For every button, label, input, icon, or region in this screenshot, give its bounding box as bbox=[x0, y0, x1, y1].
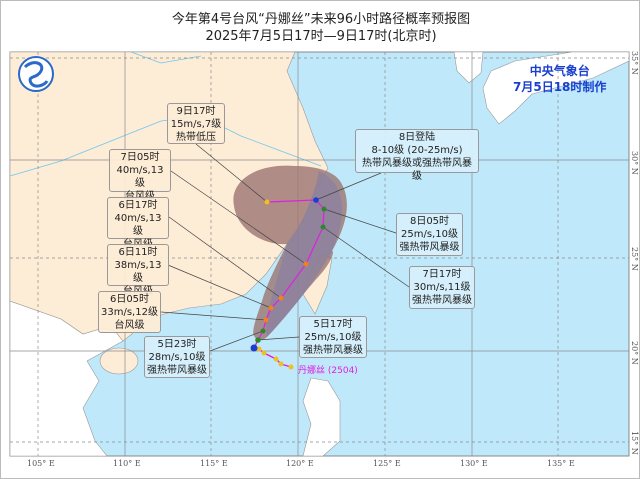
label-wind: 28m/s,10级 bbox=[148, 352, 206, 363]
label-category: 强热带风暴级 bbox=[412, 295, 472, 306]
leader-lines bbox=[160, 143, 410, 352]
label-time: 6日17时 bbox=[118, 200, 158, 211]
lon-label: 105° E bbox=[27, 459, 55, 468]
lat-label: 20° N bbox=[630, 341, 639, 365]
forecast-label-5d17: 5日17时 25m/s,10级 强热带风暴级 bbox=[299, 316, 367, 358]
forecast-label-landfall: 8日登陆 8-10级 (20-25m/s) 热带风暴级或强热带风暴级 bbox=[355, 129, 479, 182]
label-category: 强热带风暴级 bbox=[303, 345, 363, 356]
label-category: 强热带风暴级 bbox=[147, 365, 207, 376]
forecast-label-6d05: 6日05时 33m/s,12级 台风级 bbox=[98, 291, 161, 333]
point-6d05 bbox=[263, 317, 269, 323]
typhoon-number: (2504) bbox=[327, 366, 358, 376]
issue-time: 7月5日18时制作 bbox=[513, 80, 607, 94]
label-time: 7日05时 bbox=[120, 152, 160, 163]
label-wind: 40m/s,13级 bbox=[114, 213, 162, 237]
forecast-label-8d05: 8日05时 25m/s,10级 强热带风暴级 bbox=[396, 213, 463, 256]
luzon-island bbox=[302, 377, 341, 457]
label-time: 6日11时 bbox=[118, 247, 158, 258]
point-5d23 bbox=[260, 328, 266, 334]
past-point bbox=[256, 346, 262, 352]
point-7d17 bbox=[320, 224, 326, 230]
label-category: 台风级 bbox=[114, 320, 145, 331]
point-8d05 bbox=[321, 206, 327, 212]
korea-peninsula bbox=[453, 51, 484, 84]
label-wind: 15m/s,7级 bbox=[170, 119, 222, 130]
past-point bbox=[273, 356, 279, 362]
lon-label: 115° E bbox=[200, 459, 228, 468]
past-point bbox=[261, 350, 267, 356]
track-points bbox=[250, 197, 327, 370]
point-9d17 bbox=[264, 199, 270, 205]
label-time: 8日05时 bbox=[409, 216, 450, 227]
label-wind: 40m/s,13级 bbox=[116, 165, 164, 189]
label-wind: 38m/s,13级 bbox=[114, 260, 162, 284]
lat-label: 35° N bbox=[630, 51, 639, 75]
forecast-label-7d17: 7日17时 30m/s,11级 强热带风暴级 bbox=[409, 266, 475, 309]
label-wind: 33m/s,12级 bbox=[101, 307, 158, 318]
point-6d11 bbox=[268, 305, 274, 311]
label-category: 台风级 bbox=[112, 190, 168, 203]
label-time: 8日登陆 bbox=[398, 132, 436, 143]
past-point bbox=[278, 361, 284, 367]
label-time: 9日17时 bbox=[176, 106, 216, 117]
label-wind: 25m/s,10级 bbox=[304, 332, 362, 343]
label-wind: 8-10级 (20-25m/s) bbox=[371, 145, 463, 156]
label-wind: 30m/s,11级 bbox=[413, 282, 471, 293]
lon-label: 125° E bbox=[373, 459, 401, 468]
point-7d05 bbox=[303, 261, 309, 267]
lon-label: 110° E bbox=[113, 459, 141, 468]
label-time: 7日17时 bbox=[422, 269, 462, 280]
label-time: 6日05时 bbox=[109, 294, 150, 305]
label-time: 5日17时 bbox=[313, 319, 353, 330]
hainan-island bbox=[99, 347, 139, 375]
forecast-track bbox=[257, 199, 325, 341]
lon-label: 135° E bbox=[547, 459, 575, 468]
point-5d17 bbox=[255, 337, 261, 343]
probability-cone-inner bbox=[265, 171, 343, 337]
label-category: 强热带风暴级 bbox=[399, 242, 460, 253]
past-point bbox=[288, 364, 294, 370]
label-time: 5日23时 bbox=[157, 339, 197, 350]
typhoon-name-label: 丹娜丝 (2504) bbox=[298, 363, 358, 376]
point-landfall bbox=[313, 197, 319, 203]
japan-islands bbox=[482, 51, 630, 125]
lon-label: 130° E bbox=[460, 459, 488, 468]
map-subtitle: 2025年7月5日17时—9日17时(北京时) bbox=[205, 29, 437, 44]
lat-label: 30° N bbox=[630, 151, 639, 175]
map-title: 今年第4号台风“丹娜丝”未来96小时路径概率预报图 bbox=[171, 12, 471, 27]
agency-stamp: 中央气象台 7月5日18时制作 bbox=[513, 63, 606, 95]
lat-label: 25° N bbox=[630, 247, 639, 271]
forecast-label-9d17: 9日17时 15m/s,7级 热带低压 bbox=[167, 103, 225, 144]
lat-label: 15° N bbox=[630, 431, 639, 455]
label-category: 热带风暴级或强热带风暴级 bbox=[362, 158, 472, 182]
cma-logo bbox=[18, 56, 54, 92]
forecast-label-5d23: 5日23时 28m/s,10级 强热带风暴级 bbox=[144, 336, 210, 378]
forecast-label-7d05: 7日05时 40m/s,13级台风级 bbox=[109, 149, 171, 202]
label-wind: 25m/s,10级 bbox=[401, 229, 458, 240]
agency-name: 中央气象台 bbox=[529, 64, 590, 78]
current-position bbox=[250, 344, 258, 352]
river-yellow bbox=[130, 51, 202, 64]
label-category: 热带低压 bbox=[176, 132, 216, 143]
typhoon-name: 丹娜丝 bbox=[298, 366, 326, 376]
lon-label: 120° E bbox=[286, 459, 314, 468]
point-6d17 bbox=[278, 295, 284, 301]
